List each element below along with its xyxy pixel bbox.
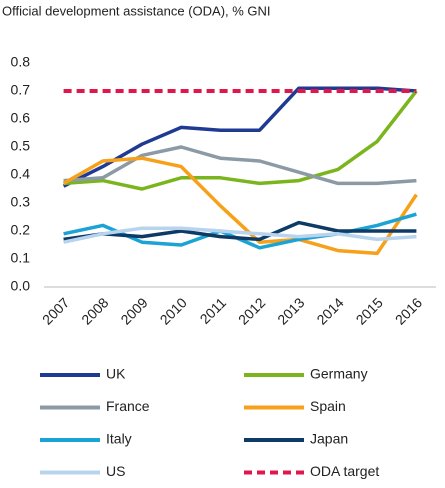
x-tick-label: 2013 [274,294,307,327]
series-line [63,220,417,242]
legend-label: ODA target [310,463,379,479]
y-tick-label: 0.5 [11,138,31,154]
y-tick-label: 0.6 [11,110,31,126]
legend-label: Spain [310,398,346,414]
legend-label: Japan [310,431,348,447]
x-tick-label: 2016 [392,294,425,327]
series-line [62,86,417,188]
series-line [63,145,417,186]
y-tick-label: 0.4 [11,166,31,182]
y-tick-label: 0.0 [11,278,31,294]
x-tick-label: 2012 [235,294,268,327]
y-tick-label: 0.1 [11,250,31,266]
y-tick-label: 0.8 [11,54,31,70]
y-tick-label: 0.7 [11,82,31,98]
legend-label: US [106,463,125,479]
x-tick-label: 2011 [197,294,230,327]
series-line [62,156,418,256]
chart-title: Official development assistance (ODA), %… [2,3,271,18]
x-tick-label: 2015 [353,294,386,327]
x-tick-label: 2014 [313,294,346,327]
legend-label: Germany [310,366,368,382]
series-line [63,226,417,244]
x-tick-label: 2009 [117,294,150,327]
legend-label: UK [106,366,126,382]
y-tick-label: 0.2 [11,222,31,238]
y-tick-label: 0.3 [11,194,31,210]
x-tick-label: 2007 [39,294,72,327]
x-tick-label: 2008 [78,294,111,327]
legend-label: France [106,398,150,414]
x-tick-label: 2010 [157,294,190,327]
series-line [63,89,418,191]
legend-label: Italy [106,431,132,447]
